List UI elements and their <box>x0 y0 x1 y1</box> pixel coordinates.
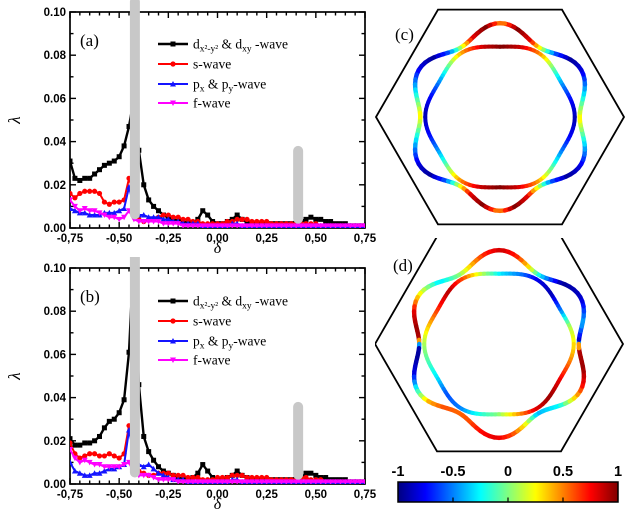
panel-c-fermi-surface-gap-map: (c) <box>375 0 629 238</box>
gap-colorbar: -1 -0.5 0 0.5 1 <box>375 460 629 515</box>
svg-text:0,25: 0,25 <box>255 233 278 245</box>
legend-label: s-wave <box>193 314 231 329</box>
x-axis-title: δ <box>214 496 222 513</box>
legend: dx²-y²​ & dxy​ -wave s-wave px​ & py​-wave… <box>158 37 288 111</box>
gray-marker-bars <box>130 0 303 224</box>
svg-text:0.00: 0.00 <box>44 223 66 235</box>
svg-text:-0,50: -0,50 <box>106 233 132 245</box>
panel-letter: (a) <box>80 31 99 50</box>
svg-text:0.10: 0.10 <box>44 263 66 275</box>
series-black <box>68 257 368 484</box>
svg-text:0,75: 0,75 <box>354 489 377 501</box>
svg-text:0.06: 0.06 <box>44 93 66 105</box>
svg-text:-0,25: -0,25 <box>155 233 182 245</box>
legend-label: dx²-y²​ & dxy​ -wave <box>193 294 288 312</box>
svg-text:0,50: 0,50 <box>305 489 327 501</box>
legend-label: dx²-y²​ & dxy​ -wave <box>193 37 288 55</box>
colorbar-tick-labels: -1 -0.5 0 0.5 1 <box>392 464 622 480</box>
svg-text:0.02: 0.02 <box>44 436 66 448</box>
series-curves <box>67 257 368 485</box>
panel-d-fermi-surface-gap-map: (d) <box>375 238 629 465</box>
x-axis-title: δ <box>214 240 222 257</box>
svg-text:0.04: 0.04 <box>44 393 67 405</box>
fermi-map-d-svg: (d) <box>375 238 629 465</box>
svg-text:0.10: 0.10 <box>44 7 66 19</box>
c-inner-pocket-contour <box>425 47 575 188</box>
c-outer-pocket-contour <box>415 23 585 211</box>
series-black <box>68 96 368 228</box>
svg-text:-0,50: -0,50 <box>106 489 132 501</box>
y-axis-title: λ <box>5 116 24 124</box>
legend-label: px​ & py​-wave <box>193 334 266 352</box>
legend: dx²-y²​ & dxy​ -wave s-wave px​ & py​-wave… <box>158 294 288 368</box>
panel-letter: (b) <box>80 287 100 306</box>
svg-text:0.08: 0.08 <box>44 50 67 62</box>
svg-text:0.06: 0.06 <box>44 349 66 361</box>
legend-label: px​ & py​-wave <box>193 77 266 95</box>
fermi-map-c-svg: (c) <box>375 0 629 238</box>
svg-text:0.02: 0.02 <box>44 180 66 192</box>
svg-text:0,25: 0,25 <box>255 489 278 501</box>
legend-label: s-wave <box>193 57 231 72</box>
svg-text:0.00: 0.00 <box>44 479 66 491</box>
svg-text:0,50: 0,50 <box>305 233 327 245</box>
svg-text:-0.5: -0.5 <box>441 464 466 480</box>
y-tick-labels: 0.00 0.02 0.04 0.06 0.08 0.10 <box>44 263 67 491</box>
legend-label: f-wave <box>193 96 230 111</box>
gray-marker-bars <box>130 257 303 480</box>
svg-text:0,75: 0,75 <box>354 233 377 245</box>
d-inner-pocket-contour <box>424 274 574 415</box>
svg-text:-1: -1 <box>392 464 405 480</box>
svg-text:0.5: 0.5 <box>553 464 573 480</box>
colorbar-svg: -1 -0.5 0 0.5 1 <box>375 460 629 515</box>
svg-text:0: 0 <box>504 464 512 480</box>
legend-label: f-wave <box>193 353 230 368</box>
y-tick-labels: 0.00 0.02 0.04 0.06 0.08 0.10 <box>44 7 67 235</box>
d-outer-pocket-contour <box>414 250 584 438</box>
svg-text:0.08: 0.08 <box>44 306 67 318</box>
svg-text:0.04: 0.04 <box>44 137 67 149</box>
y-axis-title: λ <box>5 372 24 380</box>
panel-letter: (d) <box>393 256 413 275</box>
series-curves <box>67 96 368 229</box>
svg-text:-0,25: -0,25 <box>155 489 182 501</box>
svg-text:1: 1 <box>614 464 622 480</box>
panel-letter: (c) <box>395 25 414 44</box>
